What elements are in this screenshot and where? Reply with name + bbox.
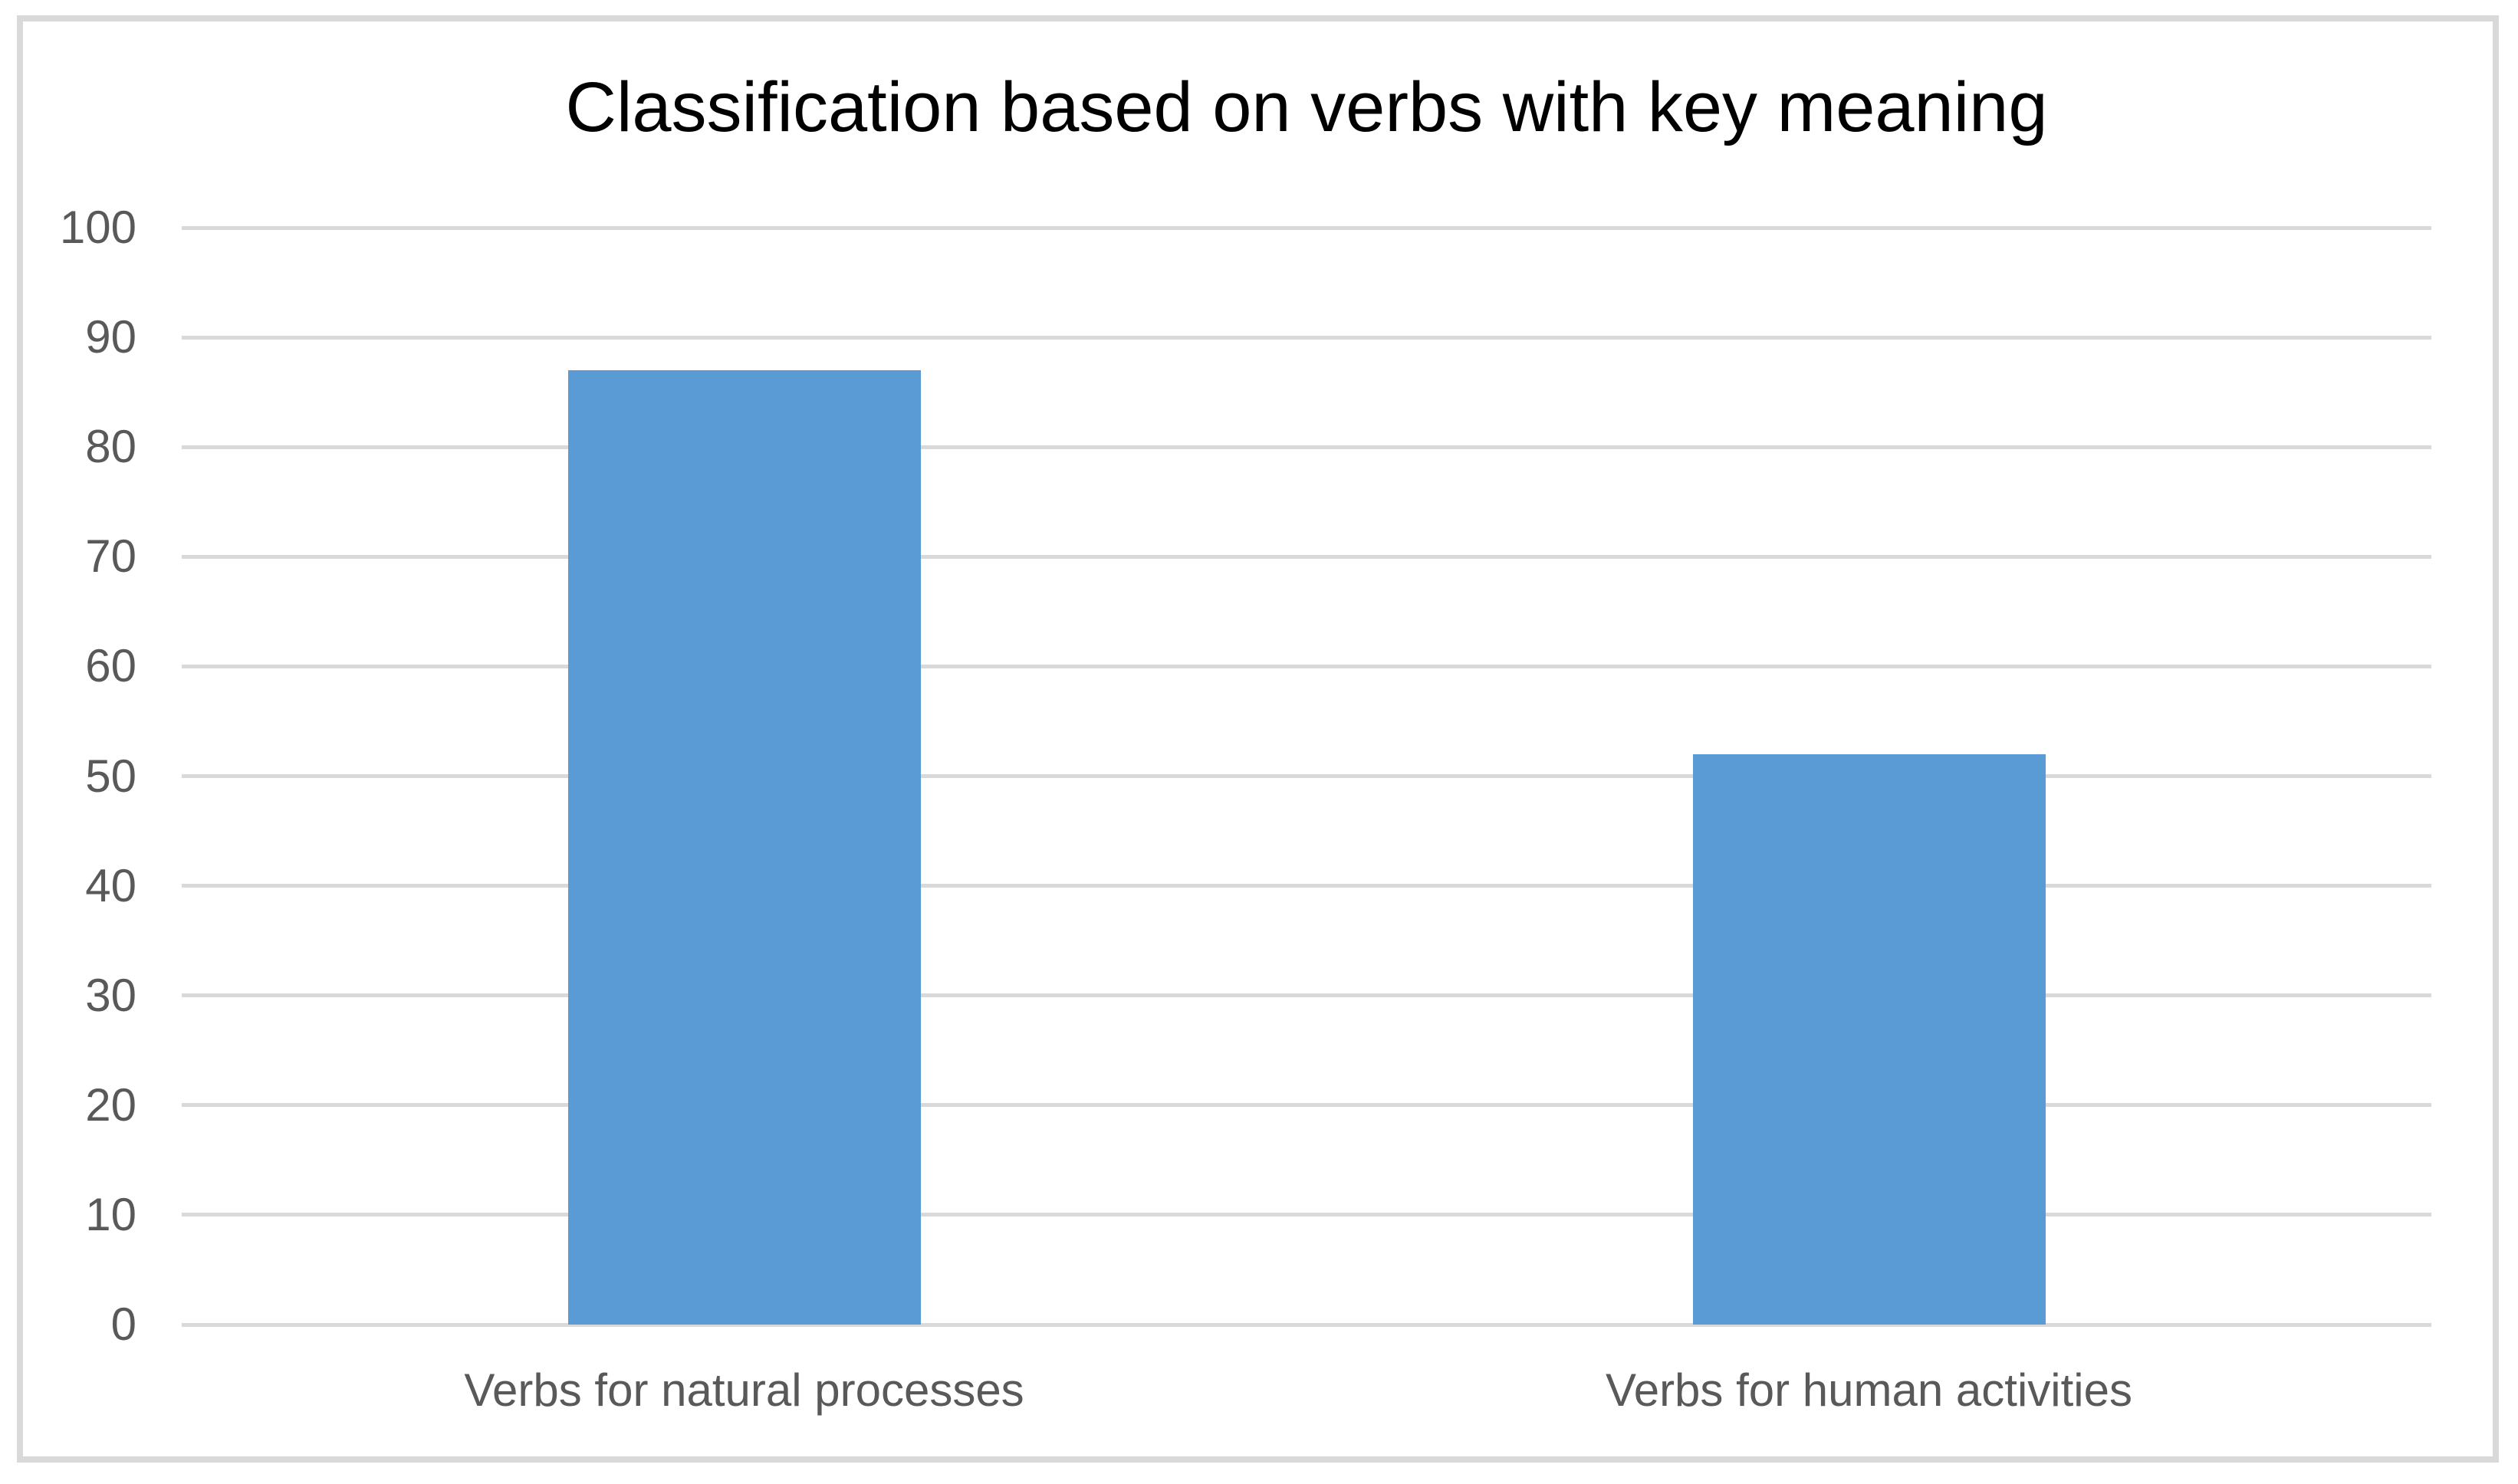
y-axis-tick-label: 20 xyxy=(85,1079,136,1131)
gridline-y-0 xyxy=(182,1322,2431,1327)
gridline-y-90 xyxy=(182,335,2431,340)
x-axis-category-label: Verbs for natural processes xyxy=(464,1364,1024,1416)
chart-title: Classification based on verbs with key m… xyxy=(565,68,2048,146)
y-axis-tick-label: 30 xyxy=(85,969,136,1021)
y-axis-tick-label: 10 xyxy=(85,1188,136,1240)
gridline-y-80 xyxy=(182,445,2431,449)
bar-1 xyxy=(567,370,921,1325)
y-axis-tick-label: 0 xyxy=(110,1298,136,1350)
gridline-y-30 xyxy=(182,993,2431,998)
y-axis-tick-label: 80 xyxy=(85,421,136,473)
y-axis-tick-label: 50 xyxy=(85,750,136,802)
gridline-y-50 xyxy=(182,774,2431,778)
chart-frame-border xyxy=(17,15,2499,1463)
gridline-y-70 xyxy=(182,554,2431,559)
y-axis-tick-label: 100 xyxy=(59,202,136,253)
gridline-y-10 xyxy=(182,1213,2431,1217)
y-axis-tick-label: 40 xyxy=(85,859,136,911)
y-axis-tick-label: 70 xyxy=(85,530,136,583)
gridline-y-60 xyxy=(182,664,2431,668)
bar-2 xyxy=(1692,753,2046,1325)
x-axis-category-label: Verbs for human activities xyxy=(1606,1364,2132,1416)
gridline-y-20 xyxy=(182,1103,2431,1108)
gridline-y-40 xyxy=(182,884,2431,888)
gridline-y-100 xyxy=(182,225,2431,230)
y-axis-tick-label: 60 xyxy=(85,640,136,692)
y-axis-tick-label: 90 xyxy=(85,311,136,363)
